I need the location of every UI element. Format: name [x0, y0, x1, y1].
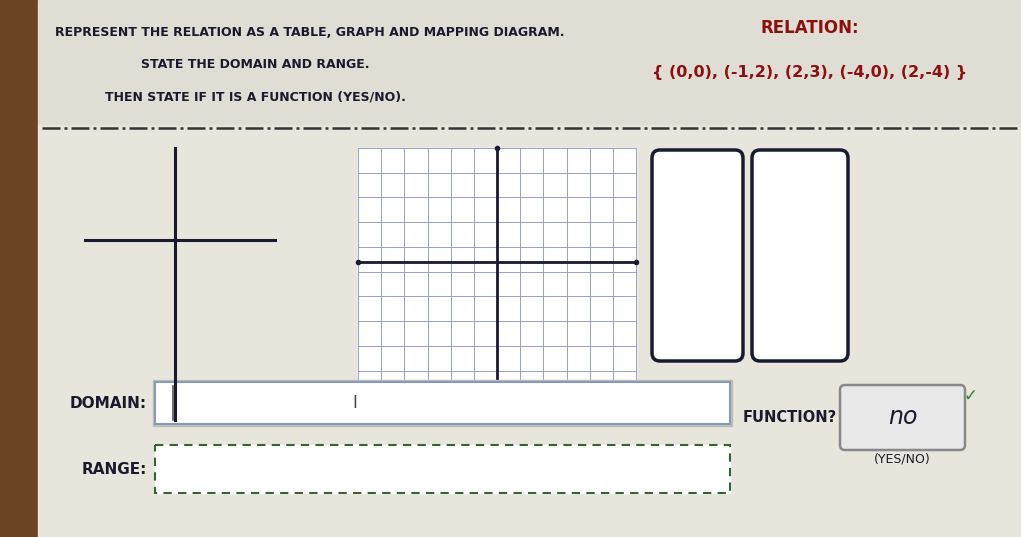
Bar: [155, 445, 730, 493]
Text: STATE THE DOMAIN AND RANGE.: STATE THE DOMAIN AND RANGE.: [141, 59, 370, 71]
FancyBboxPatch shape: [840, 385, 965, 450]
FancyBboxPatch shape: [652, 150, 743, 361]
Text: (YES/NO): (YES/NO): [874, 453, 931, 466]
Text: { (0,0), (-1,2), (2,3), (-4,0), (2,-4) }: { (0,0), (-1,2), (2,3), (-4,0), (2,-4) }: [652, 64, 968, 79]
FancyBboxPatch shape: [752, 150, 848, 361]
Text: ✓: ✓: [963, 387, 977, 405]
Text: FUNCTION?: FUNCTION?: [742, 410, 837, 425]
Text: I: I: [352, 394, 357, 412]
Bar: [38, 0, 1021, 125]
Text: RANGE:: RANGE:: [82, 461, 147, 476]
Text: THEN STATE IF IT IS A FUNCTION (YES/NO).: THEN STATE IF IT IS A FUNCTION (YES/NO).: [104, 91, 405, 104]
FancyBboxPatch shape: [155, 382, 730, 424]
Bar: [155, 445, 730, 493]
Text: no: no: [887, 405, 917, 430]
Text: REPRESENT THE RELATION AS A TABLE, GRAPH AND MAPPING DIAGRAM.: REPRESENT THE RELATION AS A TABLE, GRAPH…: [55, 25, 565, 39]
Text: DOMAIN:: DOMAIN:: [69, 395, 147, 410]
Bar: [38, 125, 1021, 537]
Bar: [358, 148, 636, 420]
Text: RELATION:: RELATION:: [761, 19, 860, 37]
Bar: [153, 380, 732, 426]
Bar: [0, 0, 38, 537]
